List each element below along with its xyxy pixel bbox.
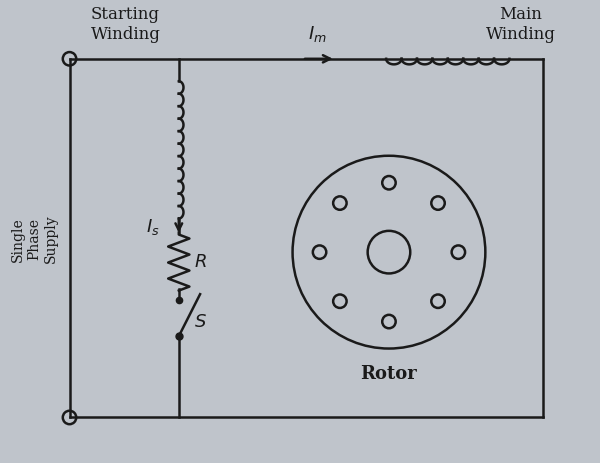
Text: $I_m$: $I_m$	[308, 24, 327, 44]
Text: Starting
Winding: Starting Winding	[91, 6, 160, 43]
Text: $I_s$: $I_s$	[146, 216, 159, 236]
Text: Main
Winding: Main Winding	[486, 6, 556, 43]
Text: $R$: $R$	[194, 252, 207, 270]
Text: Rotor: Rotor	[361, 364, 418, 382]
Text: $S$: $S$	[194, 312, 208, 330]
Text: Single
Phase
Supply: Single Phase Supply	[11, 214, 58, 263]
